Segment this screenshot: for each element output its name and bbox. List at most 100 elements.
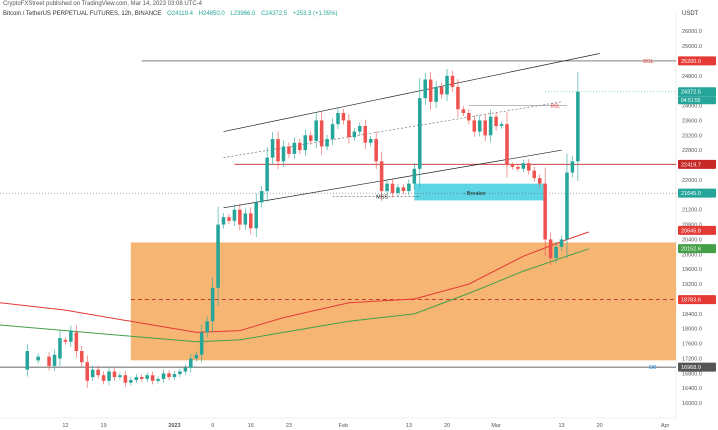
candle-body [428, 79, 433, 102]
x-tick-label: 9 [211, 423, 214, 429]
ohlc-open: O24119.4 [167, 11, 193, 17]
candle-body [80, 351, 84, 363]
candle-body [314, 120, 318, 141]
candle-body [199, 332, 204, 355]
candle-body [129, 380, 133, 383]
candle-body [570, 161, 575, 173]
candle-body [352, 131, 357, 138]
ohlc-close: C24372.5 [261, 11, 288, 17]
mss-label: MSS [376, 195, 388, 201]
candle-body [450, 75, 455, 87]
price-badge-label-BSL: 25200.0 [681, 59, 701, 65]
candle-body [396, 187, 400, 193]
candle-body [521, 163, 526, 169]
y-tick-label: 21200.0 [682, 208, 702, 214]
ohlc-high: H24850.0 [198, 11, 225, 17]
candle-body [499, 124, 504, 127]
candle-body [265, 157, 269, 192]
candle-body [461, 109, 466, 113]
price-badge-timer-label: 04:51:55 [681, 98, 701, 104]
candle-body [358, 126, 362, 132]
price-badge-OB [678, 362, 716, 372]
price-badge-breaker-level [678, 188, 716, 198]
candle-body [456, 86, 460, 110]
bsl-sweep-label: BSL [551, 104, 561, 110]
symbol-title: Bitcoin / TetherUS PERPETUAL FUTURES, 12… [3, 11, 162, 17]
y-tick-label: 20000.0 [682, 252, 702, 258]
candle-body [445, 75, 449, 95]
moving-average-red [0, 231, 589, 333]
candle-body [161, 373, 166, 379]
candle-body [477, 120, 482, 132]
x-tick-label: 20 [444, 423, 450, 429]
price-badge-label-zone-mid: 18783.6 [681, 298, 701, 304]
candle-body [532, 170, 537, 179]
candle-body [74, 332, 79, 352]
y-tick-label: 23200.0 [682, 133, 702, 139]
x-tick-label: Apr [661, 423, 670, 429]
candle-body [281, 146, 286, 162]
candle-body [467, 112, 471, 121]
candle-body [134, 377, 139, 381]
x-tick-label: 16 [248, 423, 254, 429]
candle-body [505, 124, 509, 166]
candle-body [25, 351, 30, 370]
price-badge-label-breaker-level: 21645.0 [681, 191, 701, 197]
candle-body [47, 356, 51, 366]
candle-body [183, 367, 188, 372]
y-tick-label: 19600.0 [682, 267, 702, 273]
candle-body [63, 339, 68, 342]
price-badge-ma-green-value [678, 244, 716, 254]
candle-body [107, 371, 111, 381]
x-tick-label: 19 [101, 423, 107, 429]
channel-line-1 [223, 149, 562, 209]
price-badge-last [678, 87, 716, 97]
candle-body [341, 112, 346, 121]
candle-body [178, 371, 182, 375]
y-tick-label: 24800.0 [682, 74, 702, 80]
candle-body [439, 86, 444, 95]
candle-body [303, 135, 308, 151]
y-tick-label: 24000.0 [682, 104, 702, 110]
candle-body [96, 369, 100, 376]
price-badge-timer [678, 96, 716, 105]
price-badge-label-OB: 16968.0 [681, 365, 701, 371]
candle-body [488, 116, 493, 136]
candle-body [36, 356, 40, 361]
candle-body [325, 139, 329, 147]
candle-body [434, 86, 438, 102]
x-tick-label: 13 [558, 423, 564, 429]
candle-body [483, 120, 487, 136]
y-tick-label: 22000.0 [682, 178, 702, 184]
ohlc-change: +253.3 (+1.05%) [292, 11, 338, 17]
channel-line-0 [223, 53, 600, 132]
candle-body [276, 139, 280, 162]
candle-body [101, 375, 106, 381]
x-tick-label: 2023 [168, 423, 180, 429]
currency-label: USDT [682, 11, 699, 17]
y-tick-label: 18000.0 [682, 327, 702, 333]
chart-header: CryptoFXStreet published on TradingView.… [0, 0, 718, 20]
candle-body [330, 124, 335, 140]
x-tick-label: 13 [406, 423, 412, 429]
candle-body [292, 142, 297, 154]
price-badge-label-ma-red-value: 20645.8 [681, 228, 701, 234]
x-tick-label: 20 [597, 423, 603, 429]
candle-body [401, 187, 406, 192]
candle-body [189, 358, 193, 368]
candle-body [270, 139, 275, 158]
candle-body [390, 183, 395, 193]
candle-body [298, 142, 302, 151]
candle-body [85, 362, 89, 381]
candle-body [347, 120, 351, 138]
price-badge-ma-red-value [678, 225, 716, 235]
candle-body [527, 163, 531, 171]
candle-body [319, 120, 324, 147]
candle-body [418, 98, 422, 169]
y-tick-label: 18400.0 [682, 312, 702, 318]
candle-body [537, 178, 542, 184]
y-tick-label: 17200.0 [682, 356, 702, 362]
candle-body [576, 91, 580, 162]
y-tick-label: 25600.0 [682, 44, 702, 50]
